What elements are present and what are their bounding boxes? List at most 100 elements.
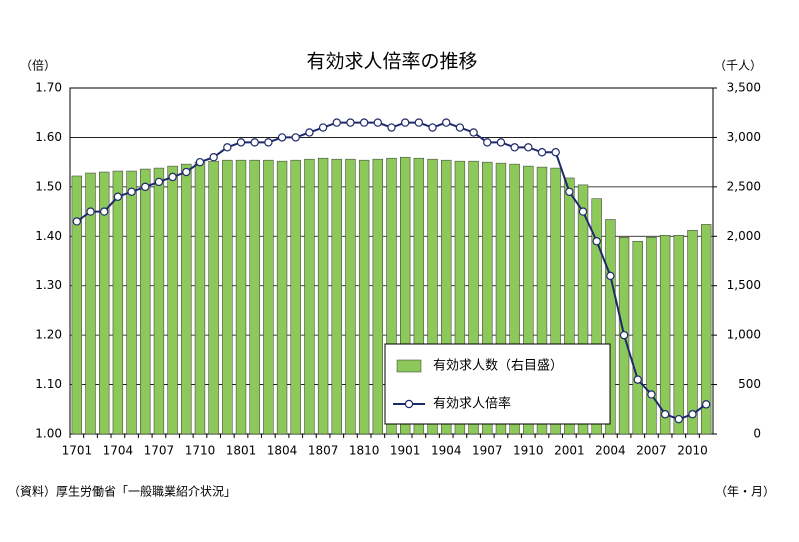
y-tick-label: 1.30 [35, 278, 62, 292]
x-tick-label: 2001 [554, 444, 585, 458]
bar [140, 168, 151, 435]
bar [605, 219, 616, 435]
bar [482, 161, 493, 435]
bar [222, 159, 233, 435]
line-point [346, 118, 355, 127]
line-point [428, 123, 437, 132]
line-point [182, 167, 191, 177]
bar [99, 171, 110, 435]
line-point [127, 187, 136, 196]
bar [591, 198, 602, 435]
x-tick-label: 2010 [677, 444, 708, 458]
line-point [455, 123, 465, 132]
y2-tick-label: 3,000 [727, 130, 761, 144]
line-point [660, 410, 670, 419]
y-tick-label: 1.00 [35, 427, 62, 441]
line-point [619, 330, 629, 340]
bar [673, 235, 684, 435]
bar [317, 157, 329, 435]
bar [564, 177, 575, 435]
x-tick-label: 1804 [267, 444, 298, 458]
x-tick-label: 1810 [349, 444, 380, 458]
bar [208, 160, 219, 435]
line-point [606, 271, 615, 281]
bar [687, 230, 698, 435]
bar [468, 160, 479, 435]
line-point [578, 207, 588, 216]
line-point [72, 217, 82, 226]
line-point [168, 172, 177, 182]
line-point [277, 133, 287, 142]
y-tick-label: 1.70 [35, 81, 62, 95]
line-point [387, 123, 396, 132]
bar [400, 156, 411, 435]
y2-tick-label: 1,500 [727, 278, 761, 292]
bar [413, 157, 425, 435]
x-tick-label: 1910 [513, 444, 544, 458]
x-tick-label: 2007 [636, 444, 667, 458]
line-point [154, 177, 164, 187]
bar [358, 159, 370, 435]
x-tick-label: 1904 [431, 444, 462, 458]
line-point [305, 128, 314, 137]
line-point [510, 143, 519, 152]
legend-box [384, 343, 611, 425]
bar [194, 161, 206, 435]
line-point [537, 148, 547, 157]
x-tick-label: 1807 [308, 444, 339, 458]
line-point [483, 138, 492, 147]
line-point [264, 138, 273, 147]
y2-tick-label: 2,500 [727, 179, 761, 193]
y-tick-label: 1.50 [35, 179, 62, 193]
line-point [332, 118, 341, 127]
line-point [223, 143, 232, 152]
line-point [647, 390, 656, 399]
legend-label: 有効求人倍率 [433, 396, 511, 412]
y-tick-label: 1.10 [35, 377, 62, 391]
bar [632, 240, 643, 435]
bar [577, 184, 589, 435]
x-tick-label: 1901 [390, 444, 421, 458]
bar [126, 170, 137, 435]
legend-label: 有効求人数（右目盛） [433, 359, 563, 374]
legend-marker [404, 399, 414, 409]
bar [509, 163, 520, 435]
y-tick-label: 1.60 [35, 130, 62, 144]
line-point [592, 237, 601, 246]
bar [550, 167, 561, 435]
x-tick-label: 1704 [103, 444, 134, 458]
bar [85, 172, 96, 435]
y2-tick-label: 2,000 [727, 229, 761, 243]
bar [495, 162, 507, 435]
bar [276, 160, 288, 435]
line-point [195, 157, 205, 167]
x-tick-label: 1701 [62, 444, 93, 458]
line-point [141, 182, 150, 192]
bar [181, 163, 192, 435]
bar [235, 159, 247, 435]
bar [112, 170, 124, 435]
line-point [524, 143, 533, 152]
x-tick-label: 1801 [226, 444, 257, 458]
line-point [688, 410, 697, 419]
x-tick-label: 1710 [185, 444, 216, 458]
bar [659, 235, 671, 435]
line-point [291, 133, 300, 142]
x-tick-label: 1907 [472, 444, 503, 458]
y-unit: （倍） [20, 58, 56, 73]
line-point [469, 128, 478, 137]
line-point [400, 118, 410, 127]
line-point [359, 118, 369, 127]
bar [71, 175, 83, 435]
line-point [414, 118, 424, 127]
bar [290, 159, 301, 435]
bar [263, 159, 274, 435]
line-point [633, 375, 642, 384]
line-point [250, 138, 259, 147]
bar [454, 160, 466, 435]
line-point [496, 138, 506, 147]
line-point [442, 118, 451, 127]
bar [700, 224, 712, 435]
y-tick-label: 1.40 [35, 229, 62, 243]
